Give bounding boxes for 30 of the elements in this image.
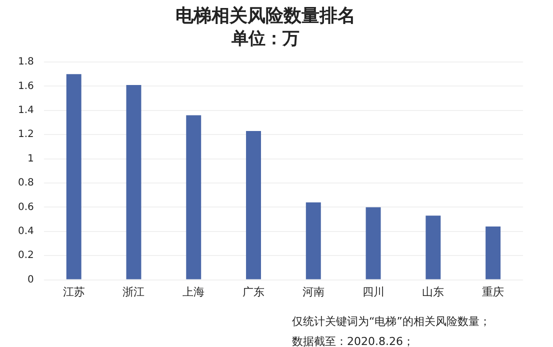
chart-title: 电梯相关风险数量排名	[176, 5, 356, 26]
bar	[486, 226, 501, 280]
y-tick-label: 1.4	[18, 104, 34, 116]
text: 数据截至：2020.8.26；	[292, 334, 414, 347]
bar	[126, 84, 142, 280]
x-tick-label: 广东	[242, 285, 265, 298]
y-tick-label: 1.6	[18, 80, 34, 92]
x-tick-label: 山东	[422, 285, 444, 298]
text: 仅统计关键词为“电梯”的相关风险数量；	[292, 314, 490, 328]
y-tick-label: 0.2	[18, 250, 34, 262]
y-tick-label: 0.4	[18, 226, 34, 237]
bar	[426, 216, 441, 280]
y-tick-label: 1	[28, 153, 34, 164]
bar	[66, 74, 82, 280]
x-tick-label: 重庆	[482, 285, 504, 298]
x-tick-label: 四川	[362, 285, 384, 298]
x-tick-label: 江苏	[62, 285, 85, 298]
y-tick-label: 1.2	[18, 129, 34, 140]
bar	[366, 207, 381, 280]
y-tick-label: 0.6	[18, 202, 34, 213]
x-tick-label: 上海	[182, 285, 205, 298]
x-tick-label: 河南	[302, 285, 324, 298]
y-tick-label: 0	[28, 274, 34, 286]
y-tick-label: 1.8	[18, 56, 34, 68]
bar	[246, 130, 261, 280]
bar	[306, 202, 321, 280]
chart-subtitle: 单位：万	[230, 29, 300, 50]
bar	[186, 115, 202, 280]
y-tick-label: 0.8	[18, 178, 34, 189]
x-tick-label: 浙江	[122, 285, 145, 298]
